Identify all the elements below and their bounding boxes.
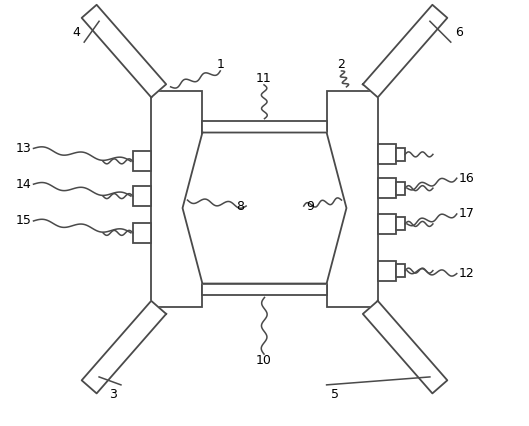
Text: 5: 5	[331, 389, 339, 401]
Bar	[133, 186, 151, 206]
Bar	[396, 148, 405, 161]
Bar	[378, 261, 396, 281]
Text: 16: 16	[459, 172, 475, 185]
Bar	[378, 214, 396, 234]
Bar	[151, 91, 203, 308]
Polygon shape	[363, 5, 448, 98]
Bar	[396, 182, 405, 195]
Bar	[396, 217, 405, 230]
Polygon shape	[363, 301, 448, 393]
Text: 1: 1	[216, 58, 224, 72]
Bar	[203, 284, 326, 296]
Bar	[378, 144, 396, 164]
Text: 12: 12	[459, 267, 475, 280]
Polygon shape	[81, 301, 166, 393]
Polygon shape	[183, 132, 346, 284]
Text: 15: 15	[16, 214, 32, 227]
Text: 6: 6	[455, 26, 463, 39]
Bar	[326, 91, 378, 308]
Text: 14: 14	[16, 178, 31, 191]
Polygon shape	[81, 5, 166, 98]
Text: 9: 9	[306, 199, 314, 213]
Text: 3: 3	[109, 389, 117, 401]
Text: 17: 17	[459, 207, 475, 221]
Bar	[133, 223, 151, 243]
Bar	[378, 178, 396, 198]
Text: 2: 2	[338, 58, 345, 72]
Text: 8: 8	[236, 199, 244, 213]
Bar	[133, 151, 151, 171]
Text: 13: 13	[16, 142, 31, 155]
Text: 11: 11	[256, 72, 272, 85]
Bar	[203, 121, 326, 132]
Text: 10: 10	[256, 354, 272, 366]
Bar	[396, 264, 405, 277]
Text: 4: 4	[72, 26, 80, 39]
